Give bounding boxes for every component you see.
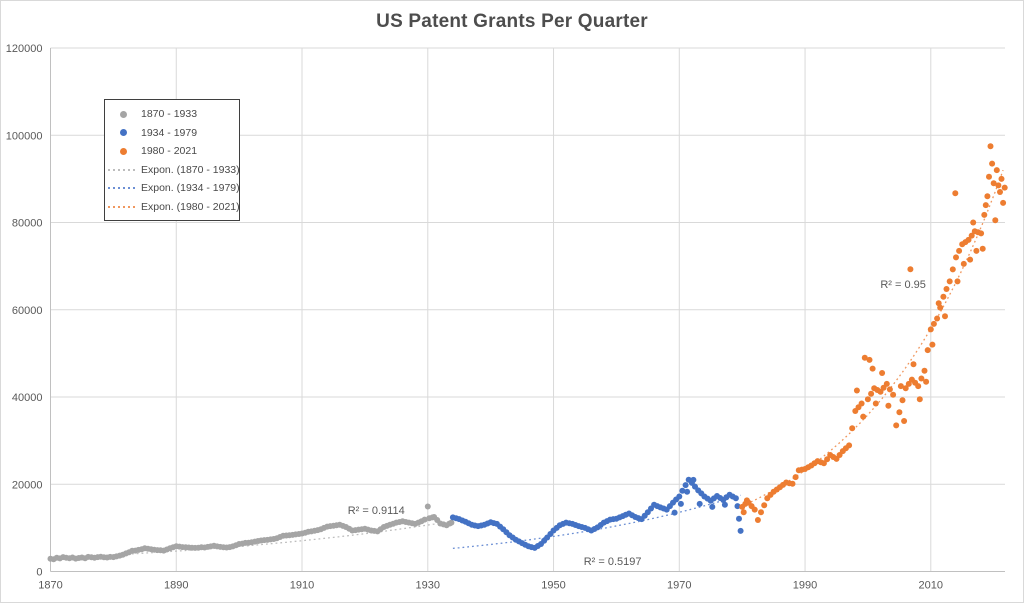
- series-points-0: [47, 503, 455, 563]
- series-points-2: [739, 143, 1008, 523]
- legend-item-1870-1933: 1870 - 1933: [105, 105, 239, 124]
- svg-text:1890: 1890: [164, 580, 188, 592]
- legend-label: 1980 - 2021: [141, 145, 198, 158]
- svg-text:80000: 80000: [12, 218, 43, 230]
- svg-text:20000: 20000: [12, 479, 43, 491]
- svg-text:60000: 60000: [12, 305, 43, 317]
- legend-label: Expon. (1870 - 1933): [141, 163, 240, 176]
- axis-lines: [50, 48, 1005, 572]
- series-dot-icon: [119, 129, 127, 137]
- svg-text:1870: 1870: [38, 580, 62, 592]
- svg-text:1970: 1970: [667, 580, 691, 592]
- svg-text:R² = 0.95: R² = 0.95: [880, 279, 926, 291]
- svg-text:100000: 100000: [6, 130, 43, 142]
- svg-text:120000: 120000: [6, 43, 43, 55]
- svg-text:0: 0: [36, 567, 42, 579]
- legend-item-expon-1870-1933: Expon. (1870 - 1933): [105, 161, 240, 180]
- trendline-dotted-icon: [108, 205, 138, 208]
- trendline-dotted-icon: [108, 168, 138, 171]
- legend-item-expon-1980-2021: Expon. (1980 - 2021): [105, 198, 240, 217]
- svg-text:R² = 0.5197: R² = 0.5197: [584, 556, 642, 568]
- svg-text:1990: 1990: [793, 580, 817, 592]
- legend-label: Expon. (1980 - 2021): [141, 200, 240, 213]
- svg-text:1930: 1930: [416, 580, 440, 592]
- legend-label: 1870 - 1933: [141, 108, 198, 121]
- chart-title: US Patent Grants Per Quarter: [376, 11, 648, 32]
- trendline-2: [741, 169, 1004, 507]
- legend-label: 1934 - 1979: [141, 126, 198, 139]
- gridlines: [50, 47, 1005, 572]
- series-dot-icon: [119, 110, 127, 118]
- svg-text:1950: 1950: [541, 580, 565, 592]
- legend-item-1934-1979: 1934 - 1979: [105, 124, 239, 143]
- series-dot-icon: [119, 147, 127, 155]
- legend-label: Expon. (1934 - 1979): [141, 182, 240, 195]
- svg-text:40000: 40000: [12, 392, 43, 404]
- trendline-dotted-icon: [108, 187, 138, 190]
- axis-tick-labels: 0 20000 40000 60000 80000 100000 120000 1870 189…: [6, 43, 943, 592]
- r2-annotations: R² = 0.9114 R² = 0.5197 R² = 0.95: [348, 279, 926, 568]
- svg-text:1910: 1910: [290, 580, 314, 592]
- series-points-1: [449, 476, 744, 551]
- svg-text:R² = 0.9114: R² = 0.9114: [348, 505, 405, 517]
- legend-item-expon-1934-1979: Expon. (1934 - 1979): [105, 179, 240, 198]
- legend-item-1980-2021: 1980 - 2021: [105, 142, 239, 161]
- chart-legend: 1870 - 1933 1934 - 1979 1980 - 2021 Expo…: [104, 99, 240, 221]
- svg-text:2010: 2010: [919, 580, 943, 592]
